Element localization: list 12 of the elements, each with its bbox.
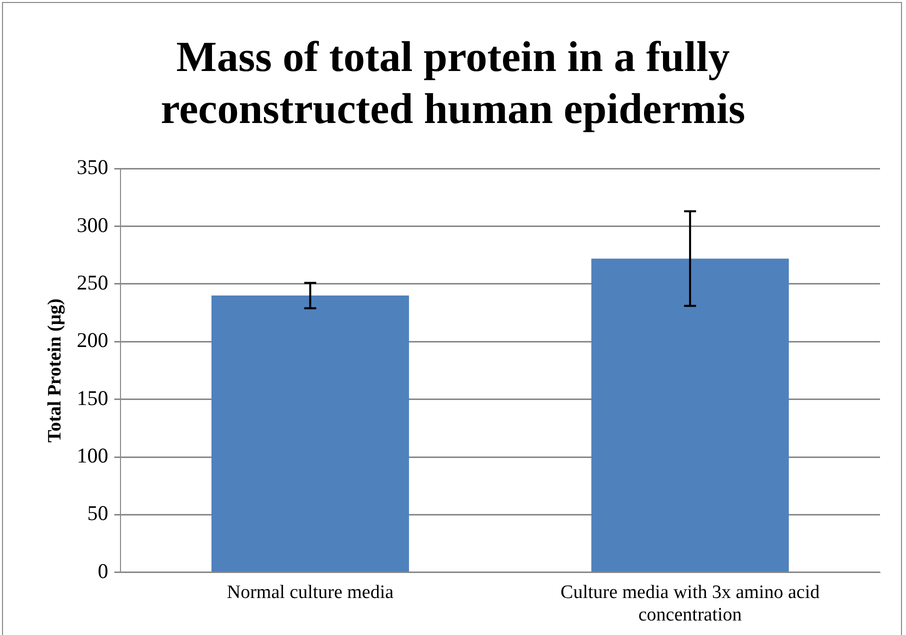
x-tick-label: Normal culture media [226, 582, 394, 603]
y-tick-label: 300 [76, 212, 108, 237]
y-axis-title: Total Protein (µg) [44, 298, 66, 442]
x-tick-label: Culture media with 3x amino acid concentration [560, 582, 820, 626]
y-tick-label: 350 [76, 155, 108, 180]
y-tick-label: 150 [76, 386, 108, 410]
y-tick-label: 50 [87, 501, 108, 526]
y-tick-label: 200 [76, 328, 108, 352]
y-tick-label: 250 [76, 270, 108, 294]
y-tick-label: 100 [76, 444, 108, 468]
chart-title: Mass of total protein in a fully reconstructed human epidermis [160, 33, 746, 135]
y-tick-label: 0 [98, 558, 108, 583]
